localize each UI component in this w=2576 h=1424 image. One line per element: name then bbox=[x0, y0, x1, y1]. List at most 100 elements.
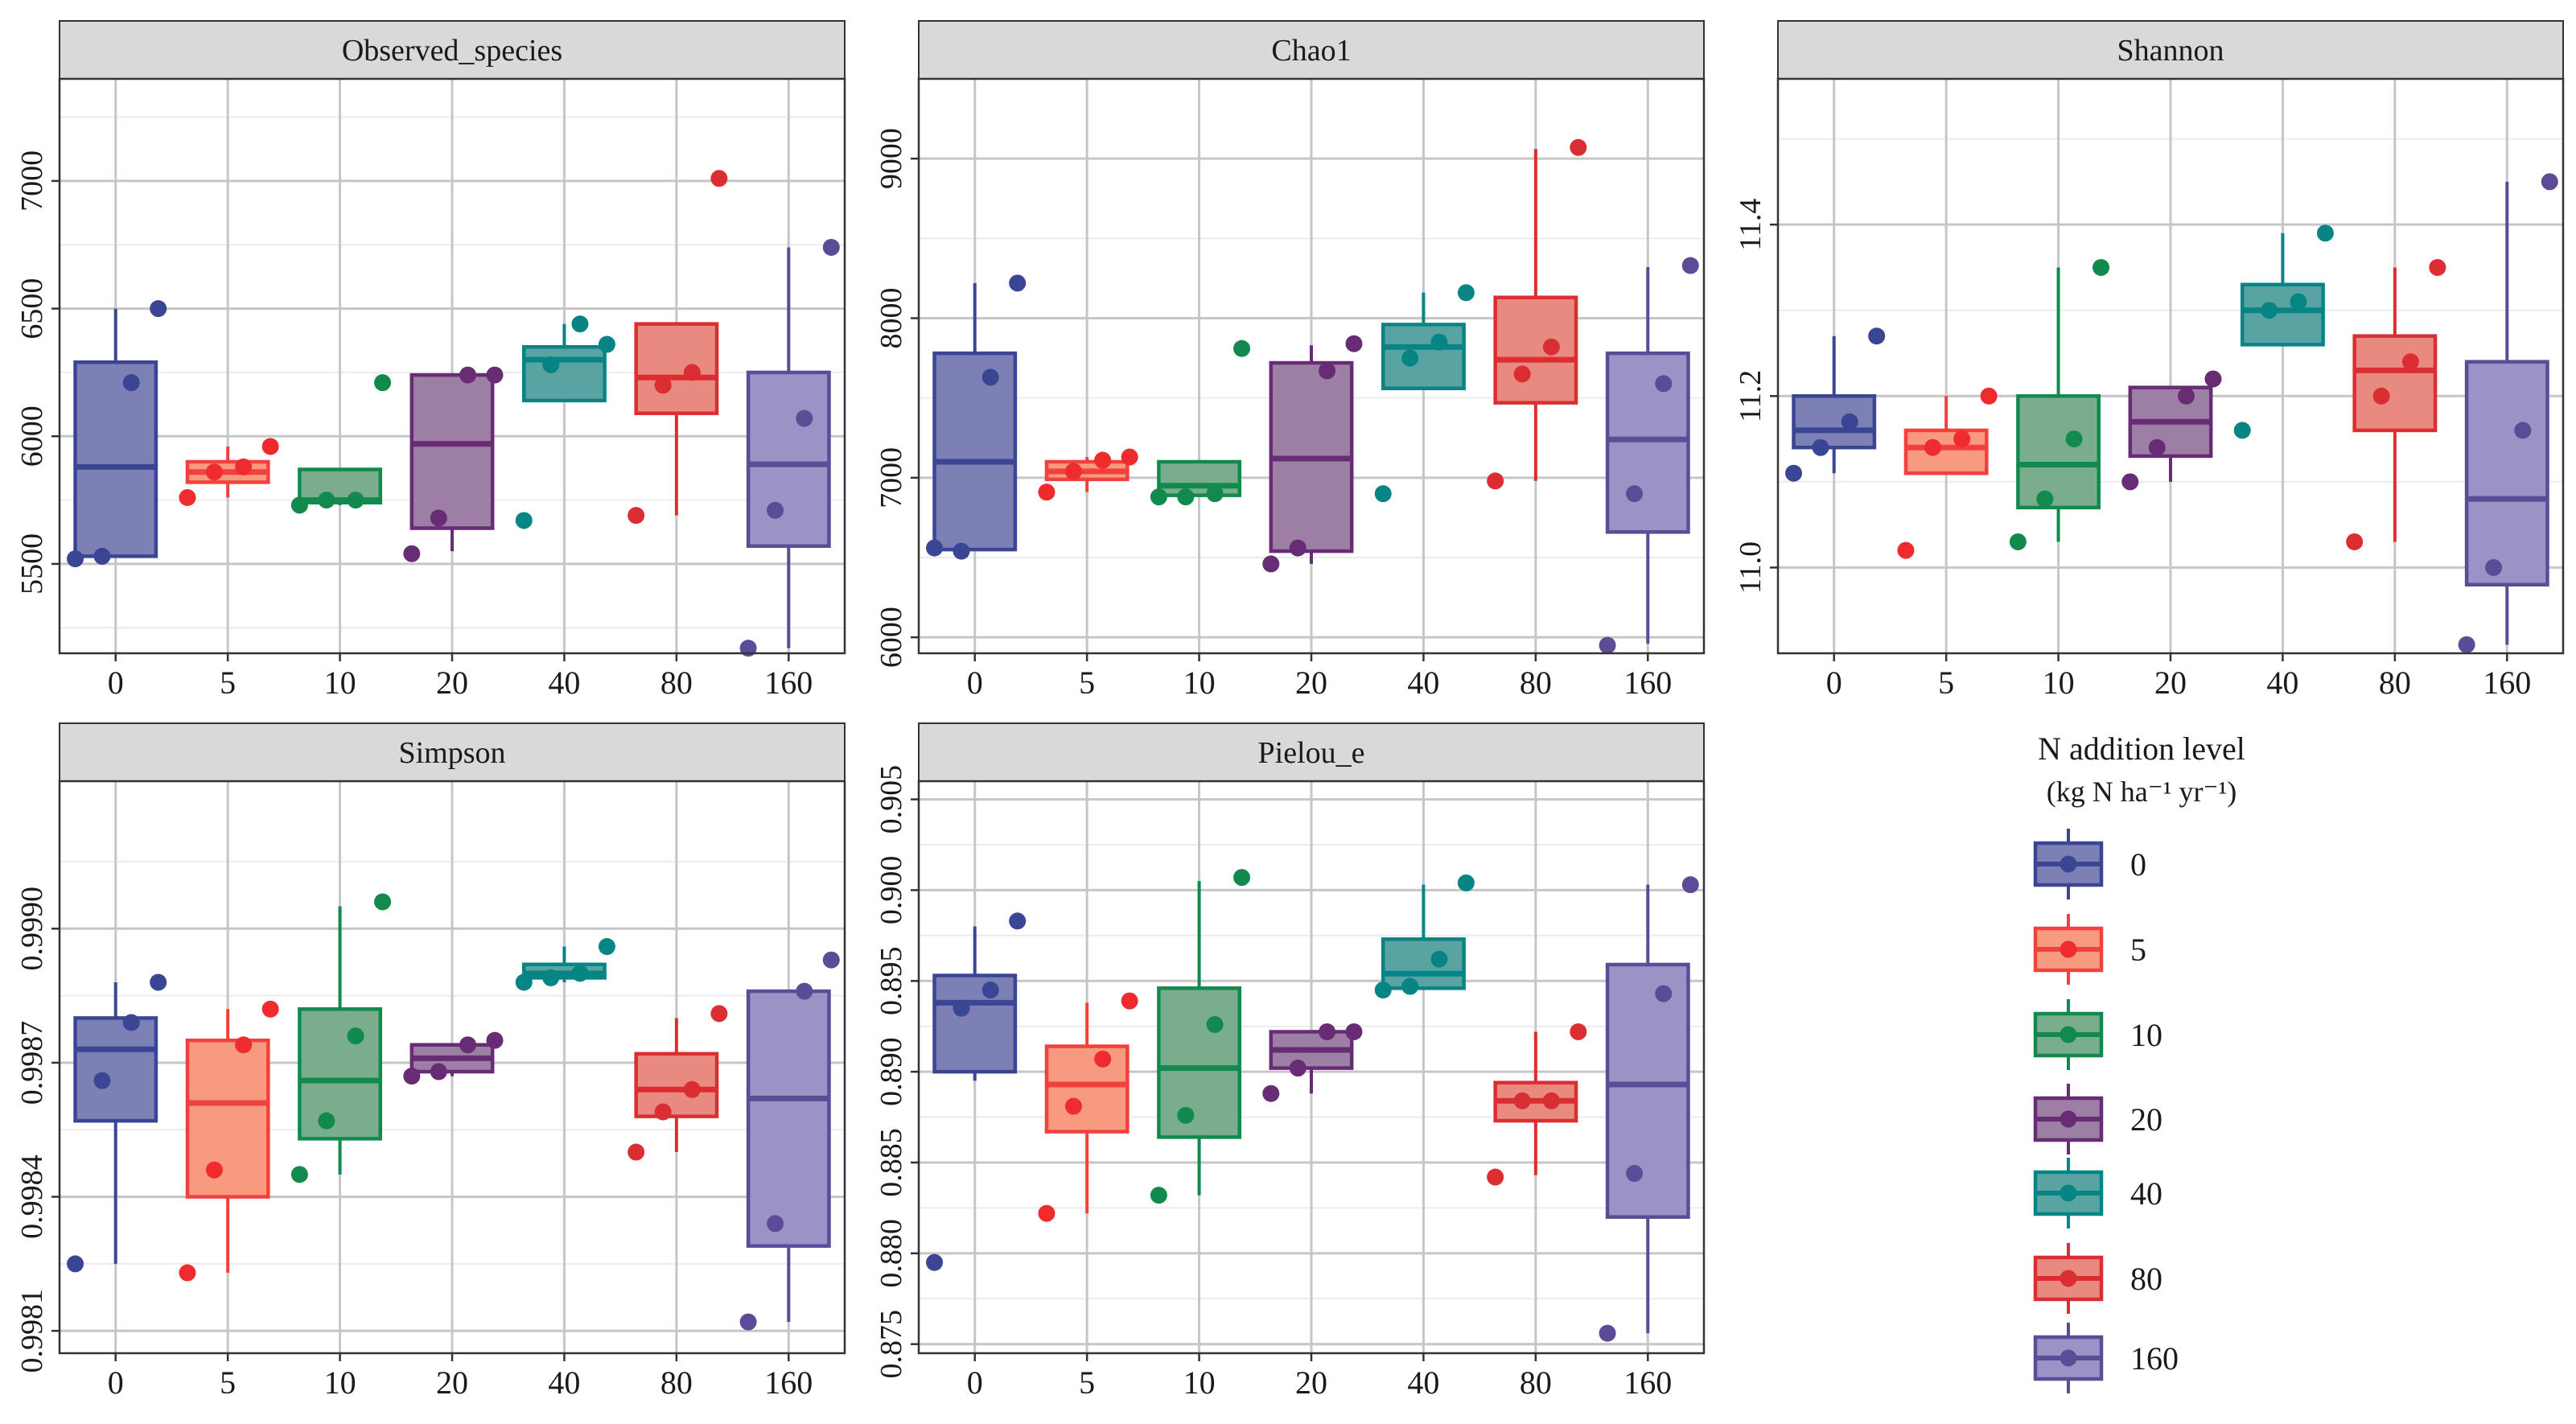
data-point bbox=[1542, 338, 1560, 356]
legend-item-80: 80 bbox=[2033, 1243, 2162, 1314]
data-point bbox=[710, 170, 728, 187]
data-point bbox=[2290, 293, 2307, 311]
data-point bbox=[1206, 485, 1224, 503]
data-point bbox=[1064, 1097, 1082, 1115]
data-point bbox=[1345, 335, 1363, 352]
data-point bbox=[67, 550, 84, 568]
y-tick-label: 0.9981 bbox=[15, 1289, 49, 1373]
data-point bbox=[122, 374, 140, 392]
x-tick-label: 0 bbox=[967, 665, 983, 701]
data-point bbox=[1009, 274, 1027, 292]
data-point bbox=[1262, 1084, 1280, 1102]
data-point bbox=[2036, 490, 2054, 508]
data-point bbox=[1094, 1050, 1112, 1068]
data-point bbox=[981, 982, 999, 999]
data-point bbox=[150, 973, 167, 991]
data-point bbox=[2204, 370, 2222, 388]
box-body bbox=[1792, 394, 1877, 450]
data-point bbox=[2233, 422, 2251, 439]
x-tick-label: 5 bbox=[1079, 665, 1095, 701]
data-point bbox=[403, 545, 421, 562]
x-tick-label: 40 bbox=[548, 1364, 580, 1401]
data-point bbox=[1897, 541, 1915, 559]
data-point bbox=[739, 1313, 757, 1331]
data-point bbox=[822, 951, 840, 969]
x-tick-label: 0 bbox=[967, 1364, 983, 1401]
y-tick-label: 9000 bbox=[874, 128, 908, 189]
data-point bbox=[953, 542, 970, 560]
legend-key-point bbox=[2060, 1349, 2077, 1367]
box-20 bbox=[2128, 385, 2213, 482]
panel-strip bbox=[918, 20, 1705, 80]
data-point bbox=[2261, 302, 2278, 319]
box-body bbox=[73, 1016, 158, 1123]
data-point bbox=[926, 1253, 944, 1271]
box-body bbox=[409, 372, 495, 530]
panel-title: Pielou_e bbox=[1258, 736, 1365, 770]
data-point bbox=[1319, 1023, 1336, 1040]
data-point bbox=[796, 410, 813, 427]
panel-strip bbox=[59, 20, 846, 80]
x-tick-label: 80 bbox=[1520, 665, 1552, 701]
data-point bbox=[2372, 387, 2390, 405]
data-point bbox=[1009, 912, 1027, 930]
data-point bbox=[542, 356, 560, 373]
x-tick-label: 20 bbox=[1295, 1364, 1327, 1401]
x-tick-label: 160 bbox=[2483, 665, 2531, 701]
legend-key-point bbox=[2060, 1270, 2077, 1287]
data-point bbox=[1655, 985, 1673, 1002]
data-point bbox=[822, 238, 840, 256]
x-tick-label: 10 bbox=[324, 665, 356, 701]
box-160 bbox=[746, 247, 831, 648]
data-point bbox=[235, 1036, 253, 1054]
legend-label: 40 bbox=[2130, 1175, 2162, 1212]
x-tick-label: 20 bbox=[436, 1364, 468, 1401]
legend-key-point bbox=[2060, 1026, 2077, 1043]
data-point bbox=[2541, 173, 2558, 191]
x-tick-label: 40 bbox=[1407, 665, 1439, 701]
box-body bbox=[746, 370, 831, 548]
legend-label: 160 bbox=[2130, 1340, 2179, 1377]
data-point bbox=[1401, 977, 1419, 995]
box-10 bbox=[1157, 881, 1242, 1196]
box-body bbox=[73, 360, 158, 558]
x-tick-label: 40 bbox=[548, 665, 580, 701]
data-point bbox=[1233, 340, 1251, 357]
box-body bbox=[298, 1007, 383, 1141]
data-point bbox=[1681, 257, 1699, 274]
y-tick-label: 0.900 bbox=[874, 856, 908, 925]
data-point bbox=[1953, 430, 1971, 448]
data-point bbox=[1626, 1165, 1644, 1183]
data-point bbox=[430, 1063, 447, 1080]
x-tick-label: 40 bbox=[2266, 665, 2298, 701]
box-body bbox=[932, 973, 1018, 1074]
box-160 bbox=[746, 989, 831, 1323]
x-tick-label: 10 bbox=[324, 1364, 356, 1401]
box-40 bbox=[1381, 884, 1466, 990]
data-point bbox=[515, 973, 533, 991]
data-point bbox=[1655, 375, 1673, 393]
data-point bbox=[374, 893, 392, 911]
data-point bbox=[1570, 1023, 1587, 1040]
data-point bbox=[347, 492, 364, 509]
legend-item-160: 160 bbox=[2033, 1323, 2179, 1393]
data-point bbox=[571, 315, 589, 333]
data-point bbox=[1289, 1060, 1307, 1077]
box-0 bbox=[932, 926, 1018, 1081]
legend-item-0: 0 bbox=[2033, 829, 2146, 899]
box-body bbox=[746, 989, 831, 1248]
data-point bbox=[179, 488, 196, 506]
legend-item-40: 40 bbox=[2033, 1158, 2162, 1229]
data-point bbox=[2178, 387, 2195, 405]
data-point bbox=[1374, 982, 1392, 999]
data-point bbox=[347, 1027, 364, 1045]
box-body bbox=[2240, 282, 2325, 347]
x-tick-label: 10 bbox=[1183, 665, 1216, 701]
data-point bbox=[1924, 438, 1941, 456]
legend-key-point bbox=[2060, 940, 2077, 958]
data-point bbox=[1038, 484, 1056, 501]
data-point bbox=[683, 1080, 701, 1098]
box-body bbox=[2464, 360, 2549, 586]
data-point bbox=[261, 438, 279, 455]
x-tick-label: 40 bbox=[1407, 1364, 1439, 1401]
